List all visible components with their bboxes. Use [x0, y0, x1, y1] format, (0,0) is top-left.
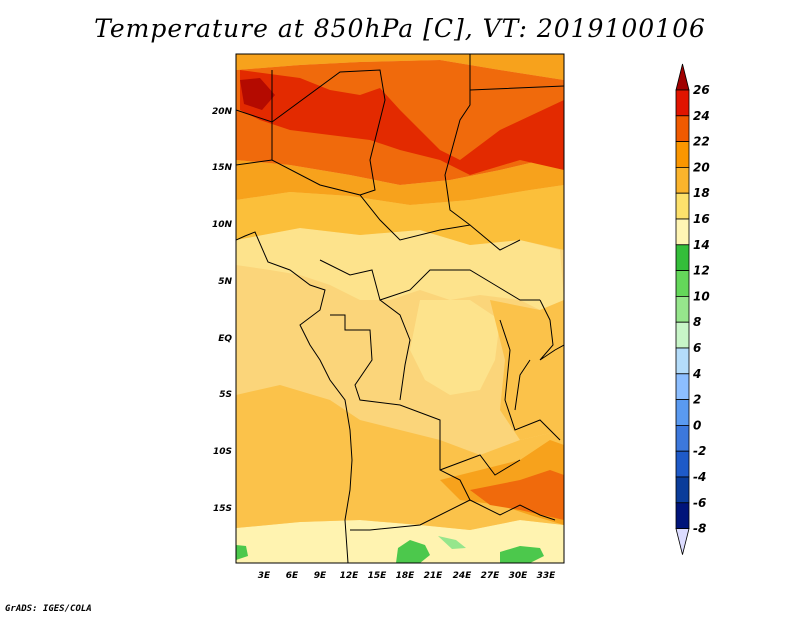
colorbar-label: 22: [693, 135, 710, 149]
field-10-12: [438, 536, 466, 549]
colorbar-label: -6: [693, 496, 706, 510]
lon-label: 21E: [424, 571, 444, 581]
colorbar-label: -8: [693, 522, 706, 536]
map-frame: [235, 53, 565, 564]
colorbar-label: 26: [693, 83, 710, 97]
lon-label: 33E: [537, 571, 557, 581]
colorbar-label: -2: [693, 444, 706, 458]
colorbar-label: 14: [693, 238, 710, 252]
colorbar-cell: [675, 424, 690, 452]
colorbar-cell: [675, 373, 690, 400]
lat-label: 5N: [218, 277, 232, 287]
colorbar-label: 8: [693, 315, 701, 329]
field-20-22-top: [236, 54, 564, 80]
lon-label: 3E: [258, 571, 271, 581]
lon-label: 18E: [396, 571, 416, 581]
colorbar-label: 24: [693, 109, 710, 123]
colorbar-label: 16: [693, 212, 710, 226]
colorbar-cell: [675, 295, 690, 323]
lon-label: 6E: [286, 571, 299, 581]
colorbar-cell: [675, 502, 690, 529]
field-18-20-north: [236, 185, 564, 250]
colorbar-label: -4: [693, 470, 706, 484]
colorbar-top-arrow: [675, 63, 690, 91]
lat-label: 15S: [213, 504, 232, 514]
field-18-20-east: [490, 300, 564, 440]
colorbar-cell: [675, 244, 690, 272]
field-12-14-b: [500, 546, 544, 563]
colorbar-cell: [675, 89, 690, 117]
lon-label: 9E: [314, 571, 327, 581]
lon-label: 12E: [340, 571, 360, 581]
lon-label: 27E: [481, 571, 501, 581]
field-24-26: [240, 70, 564, 175]
colorbar-label: 20: [693, 160, 710, 174]
colorbar-cell: [675, 192, 690, 220]
colorbar-cell: [675, 218, 690, 246]
colorbar-cell: [675, 347, 690, 375]
map-title: Temperature at 850hPa [C], VT: 201910010…: [94, 14, 706, 43]
field-14-16: [236, 228, 564, 310]
field-14-16-congo: [410, 300, 500, 395]
temperature-field: [236, 54, 564, 563]
colorbar-cell: [675, 141, 690, 168]
lat-label: 20N: [212, 107, 233, 117]
colorbar-cell: [675, 450, 690, 478]
field-above-26: [240, 78, 275, 110]
colorbar-cell: [675, 115, 690, 143]
colorbar-cell: [675, 476, 690, 504]
colorbar-cell: [675, 166, 690, 194]
field-pale-south: [236, 520, 564, 563]
field-22-24-south: [470, 470, 564, 520]
field-12-14-a: [396, 540, 430, 563]
field-20-22-north: [236, 155, 564, 205]
lon-label: 15E: [368, 571, 388, 581]
longitude-axis: 3E 6E 9E 12E 15E 18E 21E 24E 27E 30E 33E: [258, 571, 556, 581]
lat-label: 5S: [219, 390, 232, 400]
colorbar-label: 12: [693, 264, 710, 278]
lat-label: 10N: [212, 220, 233, 230]
colorbar-label: 2: [693, 393, 701, 407]
credit-text: GrADS: IGES/COLA: [5, 604, 92, 614]
colorbar-cell: [675, 321, 690, 349]
lat-label: 15N: [212, 163, 233, 173]
colorbar-label: 0: [693, 418, 701, 432]
lat-label: 10S: [213, 447, 232, 457]
latitude-axis: 20N 15N 10N 5N EQ 5S 10S 15S: [212, 107, 233, 514]
lat-label: EQ: [218, 334, 232, 344]
colorbar-bottom-arrow: [675, 528, 690, 555]
colorbar-cell: [675, 399, 690, 426]
colorbar-label: 10: [693, 289, 710, 303]
lon-label: 24E: [453, 571, 473, 581]
field-12-14-c: [236, 545, 248, 560]
colorbar-cell: [675, 270, 690, 297]
country-borders: [236, 54, 564, 563]
colorbar-label: 4: [692, 367, 701, 381]
lon-label: 30E: [509, 571, 529, 581]
colorbar-label: 6: [693, 341, 701, 355]
colorbar-label: 18: [693, 186, 710, 200]
